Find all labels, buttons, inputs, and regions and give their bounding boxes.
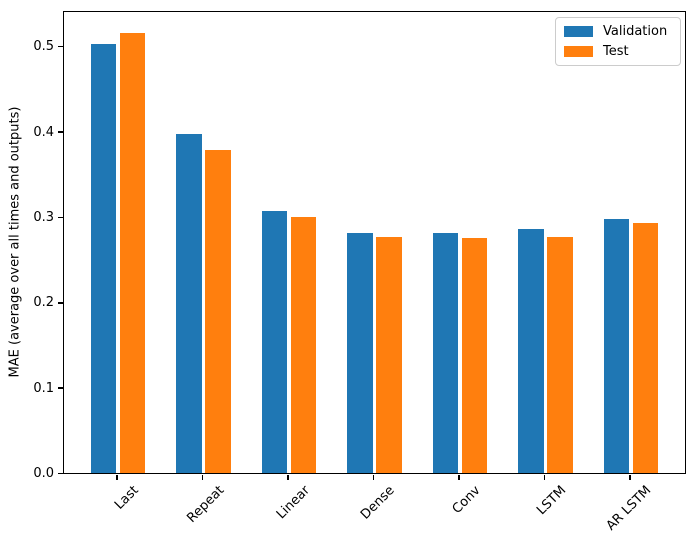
- bar-validation-lstm: [518, 228, 544, 473]
- legend-entry-validation: Validation: [564, 24, 672, 39]
- bar-test-conv: [461, 238, 488, 473]
- bar-test-linear: [290, 216, 317, 473]
- y-tick-mark: [57, 302, 63, 304]
- x-tick-label-conv: Conv: [449, 483, 484, 517]
- y-tick-label: 0.3: [33, 209, 54, 225]
- legend-swatch-validation: [564, 26, 593, 37]
- y-tick-mark: [57, 131, 63, 133]
- y-tick-mark: [57, 472, 63, 475]
- x-tick-label-lstm: LSTM: [534, 483, 570, 519]
- x-tick-label-last: Last: [111, 483, 142, 513]
- legend: Validation Test: [555, 17, 681, 66]
- y-tick-label: 0.4: [33, 124, 54, 140]
- bar-test-last: [119, 33, 146, 473]
- y-tick-mark: [57, 45, 63, 48]
- x-tick-label-dense: Dense: [358, 483, 399, 523]
- legend-label-validation: Validation: [603, 24, 668, 39]
- x-tick-mark: [543, 475, 546, 480]
- y-tick-label: 0.0: [33, 466, 54, 481]
- bar-validation-last: [90, 44, 117, 473]
- x-tick-mark: [458, 475, 460, 480]
- bar-test-dense: [376, 236, 402, 473]
- x-tick-label-linear: Linear: [273, 483, 313, 523]
- y-tick-mark: [57, 216, 63, 219]
- bar-validation-dense: [347, 233, 373, 473]
- bar-test-lstm: [547, 237, 573, 473]
- y-tick-mark: [57, 387, 63, 389]
- plot-area: [63, 11, 686, 474]
- legend-label-test: Test: [603, 44, 629, 59]
- x-tick-mark: [201, 475, 204, 480]
- bar-validation-repeat: [176, 134, 202, 473]
- bar-test-repeat: [205, 150, 231, 473]
- bar-test-ar-lstm: [632, 222, 659, 473]
- x-tick-mark: [372, 475, 375, 480]
- x-tick-mark: [287, 475, 289, 480]
- bar-validation-conv: [432, 233, 459, 473]
- bar-validation-linear: [261, 210, 288, 473]
- x-tick-mark: [629, 475, 631, 480]
- legend-entry-test: Test: [564, 44, 672, 59]
- x-tick-label-ar-lstm: AR LSTM: [604, 483, 655, 534]
- bar-validation-ar-lstm: [603, 218, 630, 473]
- y-tick-label: 0.1: [33, 380, 54, 396]
- y-tick-label: 0.5: [33, 39, 54, 55]
- x-tick-label-repeat: Repeat: [184, 483, 228, 526]
- legend-swatch-test: [564, 46, 593, 57]
- x-tick-mark: [116, 475, 118, 480]
- y-tick-label: 0.2: [33, 295, 54, 311]
- y-axis-label: MAE (average over all times and outputs): [7, 106, 23, 378]
